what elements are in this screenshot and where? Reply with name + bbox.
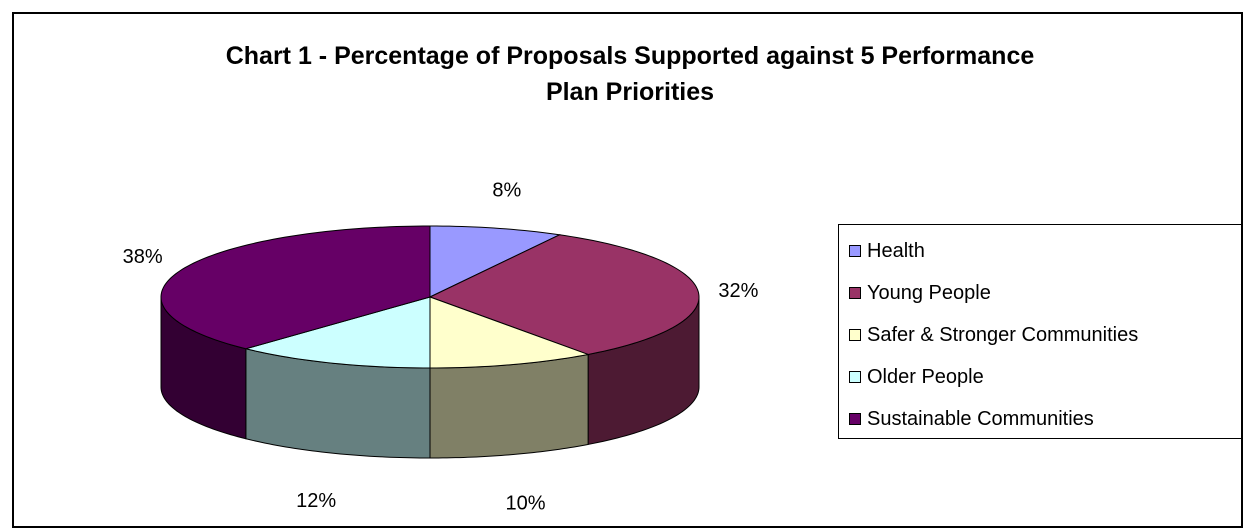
data-label-older-people: 12% — [296, 490, 336, 512]
pie-side-safer-stronger-communities — [429, 353, 589, 459]
pie-slice-young-people — [428, 234, 700, 355]
legend-swatch — [849, 287, 861, 299]
legend-label: Safer & Stronger Communities — [867, 323, 1139, 346]
legend-item-young-people: Young People — [849, 281, 991, 305]
data-label-young-people: 32% — [718, 280, 758, 302]
legend-item-older-people: Older People — [849, 365, 984, 389]
legend-item-health: Health — [849, 239, 925, 263]
legend-swatch — [849, 413, 861, 425]
legend-swatch — [849, 245, 861, 257]
data-label-sustainable-communities: 38% — [123, 246, 163, 268]
legend-item-safer-stronger-communities: Safer & Stronger Communities — [849, 323, 1138, 347]
pie-slice-sustainable-communities — [160, 225, 431, 350]
pie-slice-safer-stronger-communities — [429, 296, 591, 369]
data-label-health: 8% — [492, 180, 521, 202]
chart-title-line-1: Chart 1 - Percentage of Proposals Suppor… — [225, 42, 1035, 70]
legend-label: Older People — [867, 365, 984, 388]
legend-swatch — [849, 329, 861, 341]
legend: Health Young People Safer & Stronger Commu… — [838, 224, 1242, 439]
pie-slice-health — [429, 225, 562, 298]
legend-label: Young People — [867, 281, 991, 304]
legend-label: Sustainable Communities — [867, 407, 1094, 430]
data-label-safer-stronger-communities: 10% — [505, 493, 545, 515]
pie-slice-older-people — [243, 296, 431, 369]
legend-label: Health — [867, 239, 925, 262]
legend-item-sustainable-communities: Sustainable Communities — [849, 407, 1094, 431]
legend-swatch — [849, 371, 861, 383]
chart-title-line-2: Plan Priorities — [545, 78, 715, 106]
